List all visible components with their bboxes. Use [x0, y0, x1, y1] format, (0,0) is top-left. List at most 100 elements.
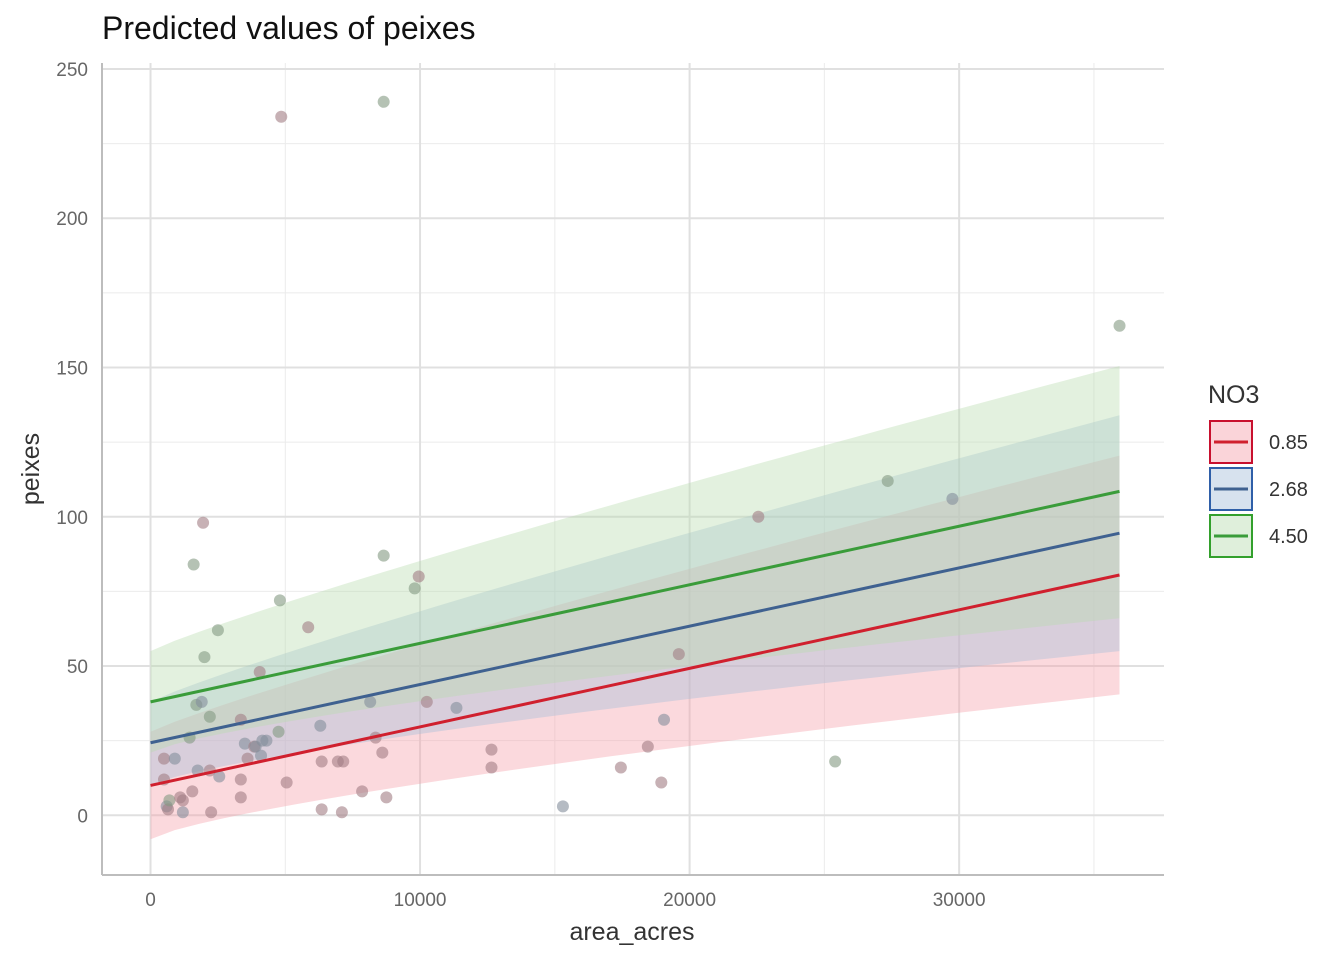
data-point-tint: [168, 752, 181, 765]
data-point-tint: [485, 761, 498, 774]
data-point-tint: [205, 806, 218, 819]
data-point-tint: [376, 746, 389, 759]
data-point-tint: [213, 770, 226, 783]
y-tick-label: 200: [56, 209, 88, 230]
grid-minor: [102, 63, 1164, 875]
data-point-tint: [946, 492, 959, 505]
data-point-tint: [364, 695, 377, 708]
x-tick-label: 30000: [933, 890, 986, 911]
data-point-tint: [315, 755, 328, 768]
ci-band-2.68: [150, 415, 1120, 786]
data-point: [655, 776, 668, 789]
data-point: [163, 794, 176, 807]
data-point: [829, 755, 842, 768]
data-point-tint: [302, 621, 315, 634]
data-point: [211, 624, 224, 637]
x-axis-title: area_acres: [569, 918, 694, 946]
ci-band-0.85: [150, 455, 1120, 840]
data-point: [335, 806, 348, 819]
data-point-tint: [280, 776, 293, 789]
data-point: [241, 752, 254, 765]
data-point: [377, 549, 390, 562]
legend-title: NO3: [1208, 381, 1259, 409]
data-point-tint: [380, 791, 393, 804]
data-point-tint: [450, 701, 463, 714]
prediction-line-0.85: [150, 573, 1120, 787]
data-point: [881, 474, 894, 487]
data-point-tint: [356, 785, 369, 798]
data-point: [176, 794, 189, 807]
data-point: [657, 713, 670, 726]
y-tick-label: 250: [56, 60, 88, 81]
y-tick-label: 0: [77, 806, 88, 827]
data-point-tint: [314, 719, 327, 732]
data-point: [234, 773, 247, 786]
data-point-tint: [211, 624, 224, 637]
x-tick-label: 10000: [394, 890, 447, 911]
axes: [101, 63, 1164, 876]
data-point: [1113, 319, 1126, 332]
data-point: [176, 806, 189, 819]
data-point-tint: [881, 474, 894, 487]
data-point: [272, 725, 285, 738]
data-point: [273, 594, 286, 607]
data-point-tint: [337, 755, 350, 768]
y-axis-ticks: 0 50 100 150 200 250: [56, 60, 88, 827]
data-point-tint: [260, 734, 273, 747]
data-point: [195, 695, 208, 708]
data-point: [337, 755, 350, 768]
data-point-tint: [672, 648, 685, 661]
data-point-tint: [195, 695, 208, 708]
legend: NO3 0.85 2.68 4.50: [1208, 381, 1308, 558]
data-point-tint: [234, 773, 247, 786]
legend-label-2.68: 2.68: [1269, 479, 1308, 501]
data-point-tint: [234, 791, 247, 804]
data-point: [197, 516, 210, 529]
data-point: [205, 806, 218, 819]
prediction-line-4.50: [150, 489, 1120, 704]
data-point: [198, 651, 211, 664]
data-point-tint: [162, 803, 175, 816]
y-tick-label: 50: [67, 657, 88, 678]
legend-label-0.85: 0.85: [1269, 432, 1308, 454]
data-point-tint: [238, 737, 251, 750]
chart-title: Predicted values of peixes: [102, 10, 476, 46]
data-point-tint: [253, 666, 266, 678]
data-point: [234, 791, 247, 804]
data-point: [450, 701, 463, 714]
data-point: [302, 621, 315, 634]
data-point: [280, 776, 293, 789]
data-point-tint: [176, 806, 189, 819]
data-point: [946, 492, 959, 505]
data-point: [168, 752, 181, 765]
data-point: [556, 800, 569, 813]
data-point: [672, 648, 685, 661]
data-point-tint: [614, 761, 627, 774]
data-point-tint: [485, 743, 498, 756]
x-axis-ticks: 0 10000 20000 30000: [145, 890, 985, 911]
data-point-tint: [187, 558, 200, 571]
data-point-tint: [315, 803, 328, 816]
data-point-tint: [641, 740, 654, 753]
data-point: [157, 752, 170, 765]
data-point-tint: [655, 776, 668, 789]
data-point: [275, 110, 288, 123]
data-point: [260, 734, 273, 747]
data-point-tint: [186, 785, 199, 798]
data-point-tint: [198, 651, 211, 664]
data-point-tint: [163, 794, 176, 807]
data-point: [641, 740, 654, 753]
data-point: [203, 710, 216, 723]
data-point: [376, 746, 389, 759]
data-point: [253, 666, 266, 678]
data-point-tint: [203, 710, 216, 723]
data-point-tint: [408, 582, 421, 595]
prediction-lines: [150, 489, 1120, 787]
legend-keys: 0.85 2.68 4.50: [1209, 420, 1308, 558]
data-point: [420, 695, 433, 708]
y-tick-label: 150: [56, 359, 88, 380]
data-point-tint: [241, 752, 254, 765]
data-point-tint: [335, 806, 348, 819]
data-point-tint: [657, 713, 670, 726]
